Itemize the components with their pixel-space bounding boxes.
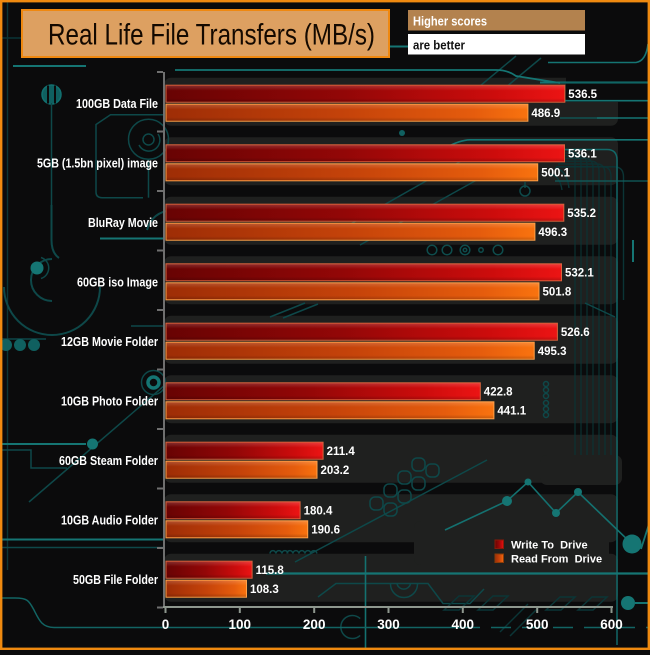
svg-text:are better: are better [413,38,465,53]
svg-text:0: 0 [162,617,170,632]
svg-text:300: 300 [377,617,400,632]
svg-text:495.3: 495.3 [538,346,567,358]
svg-text:180.4: 180.4 [304,506,333,518]
svg-text:536.5: 536.5 [568,89,597,101]
svg-text:200: 200 [303,617,326,632]
svg-text:441.1: 441.1 [497,406,526,418]
svg-text:10GB Photo Folder: 10GB Photo Folder [61,395,158,409]
svg-text:486.9: 486.9 [531,108,560,120]
svg-text:526.6: 526.6 [561,327,590,339]
svg-text:50GB File Folder: 50GB File Folder [73,573,158,587]
svg-text:211.4: 211.4 [327,446,356,458]
svg-text:535.2: 535.2 [567,208,596,220]
svg-text:203.2: 203.2 [321,465,350,477]
svg-text:532.1: 532.1 [565,268,594,280]
svg-text:536.1: 536.1 [568,149,597,161]
svg-text:600: 600 [600,617,623,632]
svg-text:422.8: 422.8 [484,387,513,399]
svg-text:190.6: 190.6 [311,525,340,537]
svg-text:Read From Drive: Read From Drive [511,554,602,566]
svg-text:500.1: 500.1 [541,168,570,180]
svg-text:115.8: 115.8 [256,565,285,577]
svg-text:501.8: 501.8 [543,287,572,299]
svg-text:BluRay Movie: BluRay Movie [88,216,158,230]
svg-text:500: 500 [526,617,549,632]
svg-text:10GB Audio Folder: 10GB Audio Folder [61,514,158,528]
svg-text:60GB Steam Folder: 60GB Steam Folder [59,454,158,468]
svg-text:Write To Drive: Write To Drive [511,540,588,552]
svg-text:100GB Data File: 100GB Data File [76,97,158,111]
svg-text:Higher scores: Higher scores [413,14,487,29]
svg-text:12GB Movie Folder: 12GB Movie Folder [61,335,158,349]
svg-text:5GB (1.5bn pixel) image: 5GB (1.5bn pixel) image [37,157,158,171]
svg-text:Real Life File Transfers (MB/s: Real Life File Transfers (MB/s) [48,19,375,52]
svg-text:100: 100 [229,617,252,632]
svg-text:400: 400 [452,617,475,632]
svg-text:108.3: 108.3 [250,584,279,596]
svg-text:496.3: 496.3 [538,227,567,239]
svg-text:60GB iso Image: 60GB iso Image [77,276,158,290]
